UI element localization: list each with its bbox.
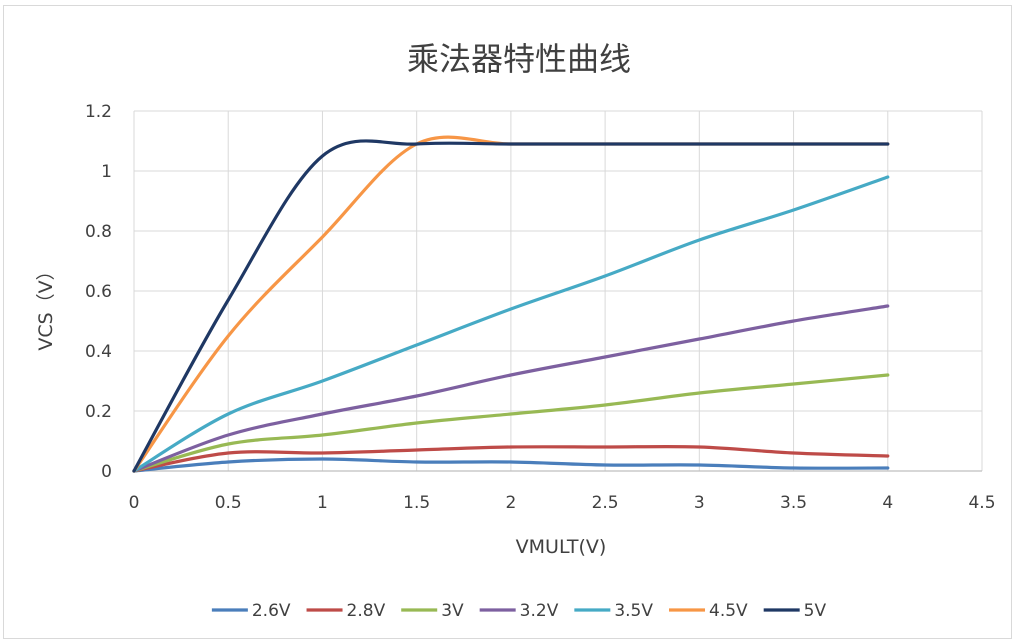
x-tick-label: 3 bbox=[694, 493, 705, 513]
x-tick-label: 2.5 bbox=[592, 493, 619, 513]
legend-label: 2.8V bbox=[347, 601, 386, 621]
chart-area: 乘法器特性曲线 0 0.5 1 1.5 2 2.5 3 3.5 4 4.5 0 0.2 0.4 0.6 0.… bbox=[3, 5, 1012, 639]
legend-label: 3.2V bbox=[520, 601, 559, 621]
x-tick-label: 0.5 bbox=[215, 493, 242, 513]
x-tick-label: 0 bbox=[129, 493, 140, 513]
x-tick-label: 4.5 bbox=[968, 493, 995, 513]
x-tick-label: 1.5 bbox=[403, 493, 430, 513]
y-tick-label: 0.8 bbox=[85, 222, 112, 242]
y-tick-label: 0.2 bbox=[85, 402, 112, 422]
tick-labels: 0 0.5 1 1.5 2 2.5 3 3.5 4 4.5 0 0.2 0.4 0.6 0.8 1 1.2 bbox=[85, 102, 996, 513]
line-chart: 乘法器特性曲线 0 0.5 1 1.5 2 2.5 3 3.5 4 4.5 0 0.2 0.4 0.6 0.… bbox=[4, 6, 1013, 640]
x-axis-title: VMULT(V) bbox=[516, 536, 607, 558]
x-tick-label: 3.5 bbox=[780, 493, 807, 513]
x-tick-label: 4 bbox=[882, 493, 893, 513]
x-tick-label: 2 bbox=[505, 493, 516, 513]
chart-title: 乘法器特性曲线 bbox=[407, 40, 631, 78]
legend-label: 4.5V bbox=[709, 601, 748, 621]
x-tick-label: 1 bbox=[317, 493, 328, 513]
legend: 2.6V 2.8V 3V 3.2V 3.5V 4.5V 5V bbox=[212, 601, 827, 621]
y-axis-title: VCS（V） bbox=[35, 261, 57, 350]
legend-label: 3.5V bbox=[614, 601, 653, 621]
y-tick-label: 0 bbox=[101, 462, 112, 482]
y-tick-label: 0.4 bbox=[85, 342, 112, 362]
y-tick-label: 1.2 bbox=[85, 102, 112, 122]
legend-label: 2.6V bbox=[252, 601, 291, 621]
y-tick-label: 0.6 bbox=[85, 282, 112, 302]
y-tick-label: 1 bbox=[101, 162, 112, 182]
legend-label: 5V bbox=[804, 601, 827, 621]
legend-label: 3V bbox=[441, 601, 464, 621]
